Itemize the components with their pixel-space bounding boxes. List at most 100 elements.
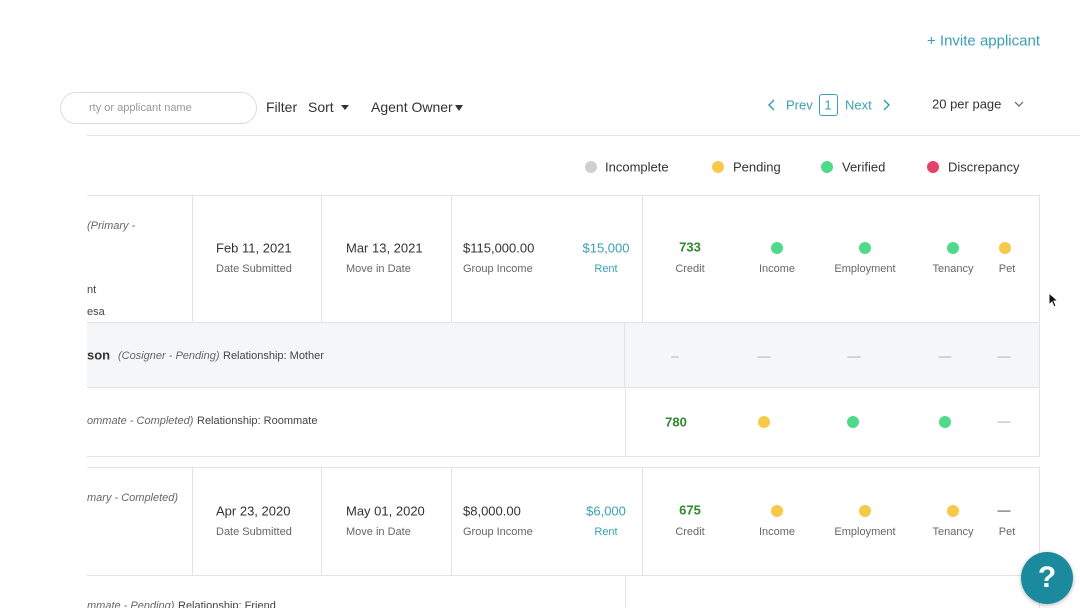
legend-dot xyxy=(927,161,939,173)
cell-divider xyxy=(192,467,193,575)
applicant-role: ommate - Completed) xyxy=(87,415,194,427)
relationship: Relationship: Mother xyxy=(223,350,324,362)
group-income: $115,000.00 xyxy=(463,240,535,256)
legend-label: Incomplete xyxy=(605,159,669,175)
legend-label: Verified xyxy=(842,159,886,175)
relationship: Relationship: Roommate xyxy=(197,415,318,427)
credit-score: 675 xyxy=(679,502,701,518)
move-in-label: Move in Date xyxy=(346,526,411,538)
date-submitted-label: Date Submitted xyxy=(216,263,292,275)
legend-dot xyxy=(712,161,724,173)
rent-label: Rent xyxy=(594,526,618,538)
rent: $15,000 xyxy=(582,240,630,256)
move-in-label: Move in Date xyxy=(346,263,411,275)
check-label: Credit xyxy=(675,263,705,275)
application-row[interactable] xyxy=(87,467,1040,608)
cell-divider xyxy=(625,387,626,457)
sub-row xyxy=(87,387,1040,457)
date-submitted-label: Date Submitted xyxy=(216,526,292,538)
applicant-role: mary - Completed) xyxy=(87,492,179,504)
mouse-cursor xyxy=(1048,292,1060,308)
per-page-select[interactable]: 20 per page xyxy=(932,96,1002,112)
cell-divider xyxy=(321,467,322,575)
status-dot xyxy=(859,505,871,517)
sort-button[interactable]: Sort xyxy=(308,99,334,115)
legend-dot xyxy=(821,161,833,173)
check-empty: — xyxy=(997,502,1011,518)
status-dot xyxy=(771,242,783,254)
page-box[interactable] xyxy=(819,94,838,116)
check-label: Income xyxy=(758,263,796,275)
cell-divider xyxy=(192,195,193,323)
sub-row xyxy=(87,322,1040,388)
cell-divider xyxy=(321,195,322,323)
cell-divider xyxy=(451,195,452,323)
help-button[interactable] xyxy=(1021,552,1073,604)
cell-divider xyxy=(642,467,643,575)
credit-score: 780 xyxy=(665,414,687,430)
group-income-label: Group Income xyxy=(463,263,533,275)
rent-label: Rent xyxy=(594,263,618,275)
prev-chevron xyxy=(767,99,775,111)
credit-score: 733 xyxy=(679,239,701,255)
check-empty: — xyxy=(938,348,952,364)
applicant-detail: nt xyxy=(87,284,97,296)
check-label: Credit xyxy=(675,526,705,538)
check-label: Employment xyxy=(834,263,896,275)
legend-label: Discrepancy xyxy=(948,159,1020,175)
check-label: Tenancy xyxy=(932,263,974,275)
help-icon: ? xyxy=(1037,561,1057,594)
search-placeholder: rty or applicant name xyxy=(89,102,192,114)
status-dot xyxy=(999,242,1011,254)
check-label: Tenancy xyxy=(932,526,974,538)
check-label: Employment xyxy=(834,526,896,538)
move-in-date: Mar 13, 2021 xyxy=(346,240,423,256)
check-label: Pet xyxy=(998,263,1016,275)
status-dot xyxy=(939,416,951,428)
status-dot xyxy=(847,416,859,428)
page-number: 1 xyxy=(824,97,832,113)
divider xyxy=(87,575,1040,576)
next-chevron xyxy=(883,99,891,111)
group-income: $8,000.00 xyxy=(463,503,521,519)
check-empty: — xyxy=(997,413,1011,429)
move-in-date: May 01, 2020 xyxy=(346,503,425,519)
check-label: Pet xyxy=(998,526,1016,538)
agent-owner-caret xyxy=(455,105,463,115)
cell-divider xyxy=(451,467,452,575)
next-button[interactable]: Next xyxy=(845,97,872,113)
applicant-role: mmate - Pending) xyxy=(87,600,175,608)
applicant-role: (Primary - xyxy=(87,220,136,232)
status-dot xyxy=(947,505,959,517)
check-empty: – xyxy=(671,348,679,364)
group-income-label: Group Income xyxy=(463,526,533,538)
check-label: Income xyxy=(758,526,796,538)
status-dot xyxy=(947,242,959,254)
cell-divider xyxy=(625,575,626,608)
filter-button[interactable]: Filter xyxy=(266,99,298,115)
cell-divider xyxy=(624,322,625,388)
legend-dot xyxy=(585,161,597,173)
relationship: Relationship: Friend xyxy=(178,600,276,608)
status-dot xyxy=(859,242,871,254)
legend-label: Pending xyxy=(733,159,781,175)
status-dot xyxy=(758,416,770,428)
cell-divider xyxy=(642,195,643,323)
per-page-chevron xyxy=(1014,101,1024,107)
table xyxy=(87,0,1080,608)
search-box[interactable] xyxy=(60,92,257,124)
divider xyxy=(87,135,1080,136)
sort-caret xyxy=(341,105,349,114)
status-dot xyxy=(771,505,783,517)
agent-owner-button[interactable]: Agent Owner xyxy=(371,99,453,115)
check-empty: — xyxy=(757,348,771,364)
applicant-detail: esa xyxy=(87,306,105,318)
applicant-role: (Cosigner - Pending) xyxy=(118,350,220,362)
check-empty: — xyxy=(997,348,1011,364)
applicant-name: son xyxy=(87,347,111,363)
invite-button[interactable]: + Invite applicant xyxy=(927,32,1040,50)
date-submitted: Apr 23, 2020 xyxy=(216,503,291,519)
prev-button[interactable]: Prev xyxy=(786,97,813,113)
application-row[interactable] xyxy=(87,195,1040,323)
